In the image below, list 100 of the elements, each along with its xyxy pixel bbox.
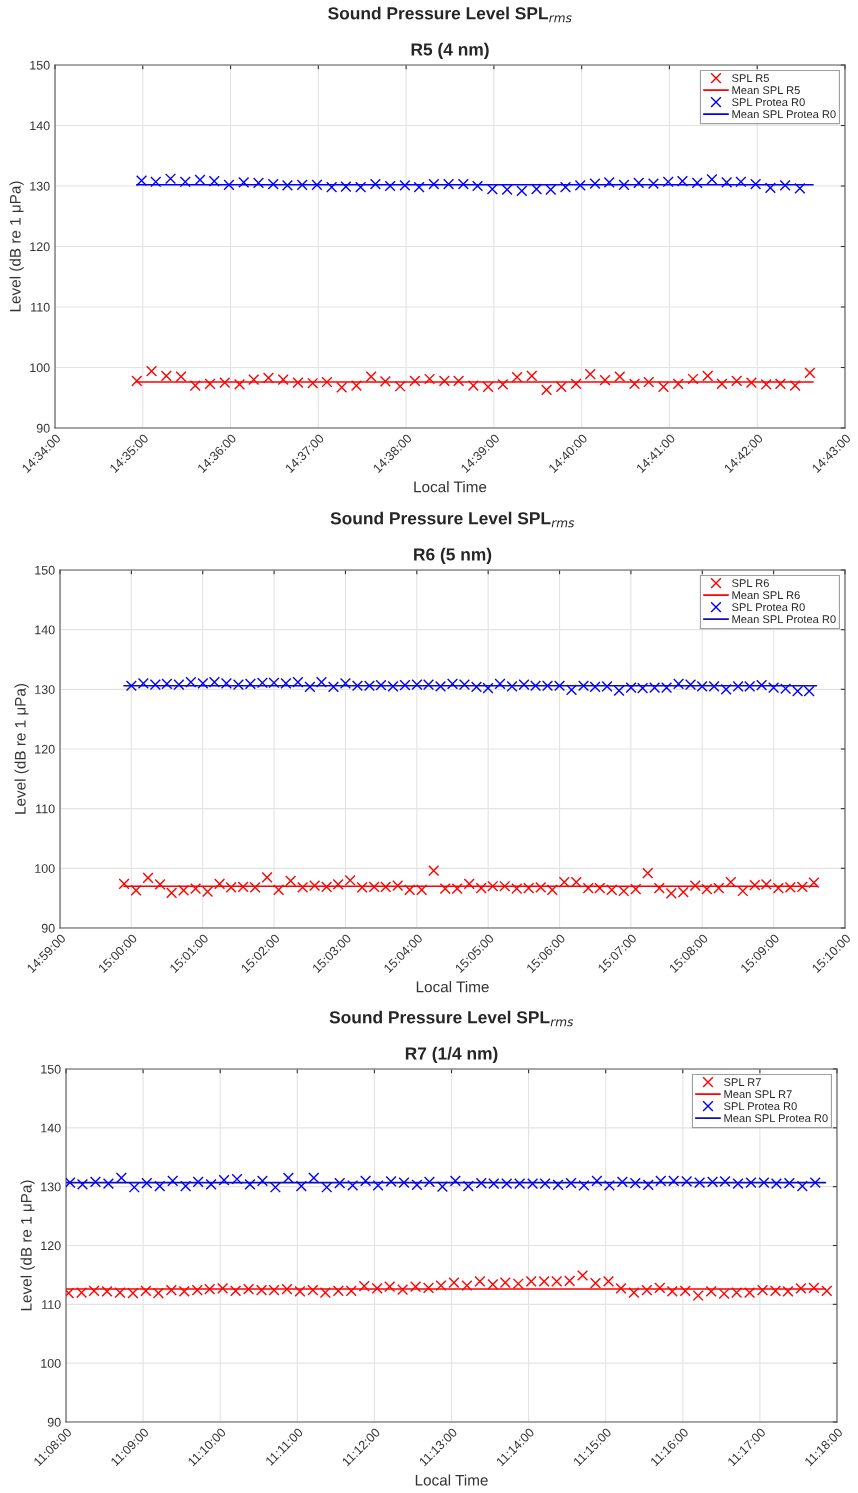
point [165, 1284, 177, 1296]
point [394, 380, 406, 392]
point [273, 884, 285, 896]
point [774, 378, 786, 390]
point [384, 180, 396, 192]
point [307, 377, 319, 389]
point [654, 1282, 666, 1294]
point [269, 1181, 281, 1193]
point [643, 376, 655, 388]
point [602, 1275, 615, 1287]
point [256, 1175, 269, 1187]
point [150, 176, 162, 188]
point [218, 1174, 230, 1186]
point [764, 182, 776, 194]
point [89, 1176, 102, 1188]
point [750, 178, 762, 190]
point [296, 179, 308, 191]
point [559, 181, 572, 193]
point [642, 1179, 654, 1191]
y-tick-label: 90 [47, 1417, 61, 1427]
point [616, 1176, 628, 1188]
point [737, 885, 749, 897]
point [629, 1177, 641, 1189]
point [467, 380, 479, 392]
point [399, 179, 411, 191]
point [461, 1279, 473, 1292]
point [327, 681, 340, 693]
point [344, 874, 356, 886]
point [410, 1281, 422, 1293]
legend-label: Mean SPL R7 [724, 1090, 792, 1099]
point [281, 1283, 293, 1295]
chart-subtitle: R7 (1/4 nm) [405, 1046, 498, 1063]
point [281, 179, 293, 191]
point [486, 183, 498, 195]
point [628, 378, 641, 390]
point [315, 676, 328, 688]
point [435, 1279, 447, 1292]
legend-label: Mean SPL Protea R0 [732, 110, 836, 119]
point [204, 378, 216, 390]
point [511, 371, 523, 383]
point [285, 875, 297, 887]
point [687, 373, 699, 385]
point [474, 1275, 486, 1287]
point [230, 1285, 242, 1297]
point [118, 878, 130, 890]
point [214, 878, 226, 890]
point [131, 375, 143, 387]
legend-label: Mean SPL R6 [732, 591, 800, 600]
point [428, 865, 440, 877]
point [179, 176, 191, 188]
point [252, 177, 265, 189]
point [577, 1269, 589, 1282]
point [589, 178, 601, 190]
point [369, 178, 381, 190]
legend-label: SPL Protea R0 [732, 603, 805, 612]
point [721, 176, 733, 188]
point [453, 375, 465, 387]
y-tick-label: 150 [30, 60, 50, 70]
y-tick-label: 120 [30, 242, 50, 252]
point [223, 179, 235, 191]
chart-subtitle: R5 (4 nm) [411, 42, 489, 59]
point [657, 381, 670, 393]
point [809, 1176, 821, 1189]
point [457, 178, 469, 190]
chart-title: Sound Pressure Level SPL$_{rms}$ [329, 1010, 574, 1027]
point [336, 381, 348, 394]
point [282, 1172, 294, 1184]
point [189, 380, 201, 392]
point [603, 176, 615, 188]
point [347, 1179, 359, 1192]
point [164, 173, 177, 185]
point [321, 376, 333, 388]
point [512, 1278, 524, 1290]
point [102, 1178, 114, 1190]
point [140, 1285, 152, 1297]
legend-label: Mean SPL Protea R0 [732, 615, 836, 624]
point [443, 178, 455, 190]
point [545, 184, 557, 196]
point [248, 374, 260, 386]
point [308, 1172, 320, 1184]
point [350, 380, 362, 392]
point [565, 684, 578, 696]
point [423, 1176, 436, 1188]
point [192, 1176, 204, 1188]
point [614, 371, 626, 383]
point [115, 1172, 127, 1184]
point [552, 1179, 564, 1191]
point [358, 1280, 370, 1292]
point [794, 182, 806, 194]
point [599, 374, 611, 386]
point [745, 377, 757, 389]
point [231, 1173, 243, 1185]
point [540, 384, 553, 396]
y-tick-label: 140 [30, 121, 50, 131]
legend-label: Mean SPL R5 [732, 86, 800, 95]
point [462, 1180, 474, 1192]
point [411, 1179, 423, 1191]
x-axis-title: Local Time [414, 481, 487, 493]
point [180, 1180, 192, 1192]
point [463, 878, 475, 890]
